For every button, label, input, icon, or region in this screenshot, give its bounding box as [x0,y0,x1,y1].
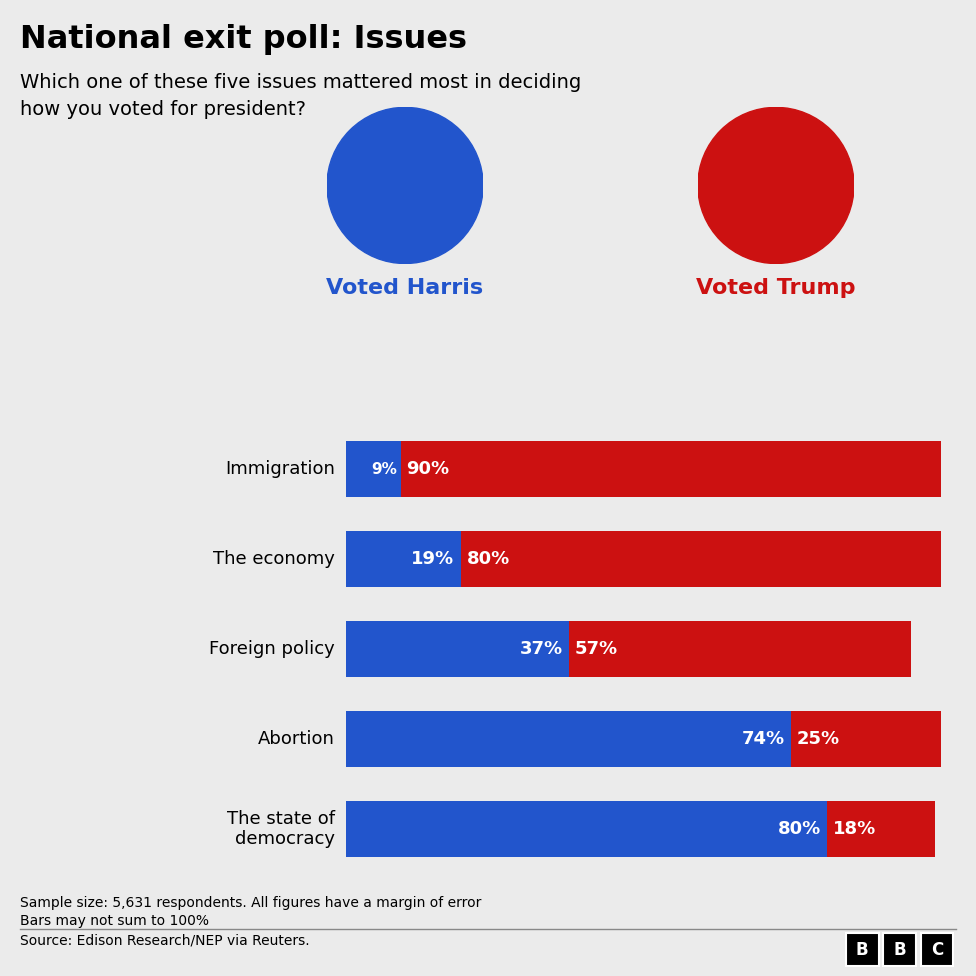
Text: 19%: 19% [412,550,455,568]
Bar [846,933,878,966]
Text: Immigration: Immigration [224,460,335,478]
Text: The economy: The economy [213,550,335,568]
Bar [569,621,911,677]
Text: 9%: 9% [372,462,397,476]
Bar [400,441,941,497]
Text: Voted Trump: Voted Trump [696,278,856,298]
Bar [827,801,935,857]
Circle shape [698,107,854,264]
Text: 37%: 37% [519,640,562,658]
Text: 80%: 80% [778,820,821,838]
Text: Voted Harris: Voted Harris [327,278,483,298]
Text: 57%: 57% [575,640,618,658]
Text: 25%: 25% [796,730,839,748]
Bar [920,933,954,966]
Text: 80%: 80% [467,550,509,568]
Text: Foreign policy: Foreign policy [209,640,335,658]
Text: 74%: 74% [742,730,785,748]
Text: Which one of these five issues mattered most in deciding
how you voted for presi: Which one of these five issues mattered … [20,73,581,119]
Bar [346,801,827,857]
Text: 18%: 18% [833,820,875,838]
Bar [346,441,400,497]
Bar [346,712,791,767]
Bar [346,621,569,677]
Text: B: B [893,941,906,958]
Text: Abortion: Abortion [258,730,335,748]
Text: B: B [856,941,869,958]
Text: Sample size: 5,631 respondents. All figures have a margin of error
Bars may not : Sample size: 5,631 respondents. All figu… [20,896,481,928]
Text: The state of
democracy: The state of democracy [226,809,335,848]
Text: National exit poll: Issues: National exit poll: Issues [20,24,467,56]
Text: 90%: 90% [406,460,450,478]
Circle shape [327,107,483,264]
Bar [346,531,461,587]
Bar [791,712,941,767]
Text: Source: Edison Research/NEP via Reuters.: Source: Edison Research/NEP via Reuters. [20,933,309,947]
Bar [883,933,916,966]
Text: C: C [931,941,943,958]
Bar [461,531,941,587]
